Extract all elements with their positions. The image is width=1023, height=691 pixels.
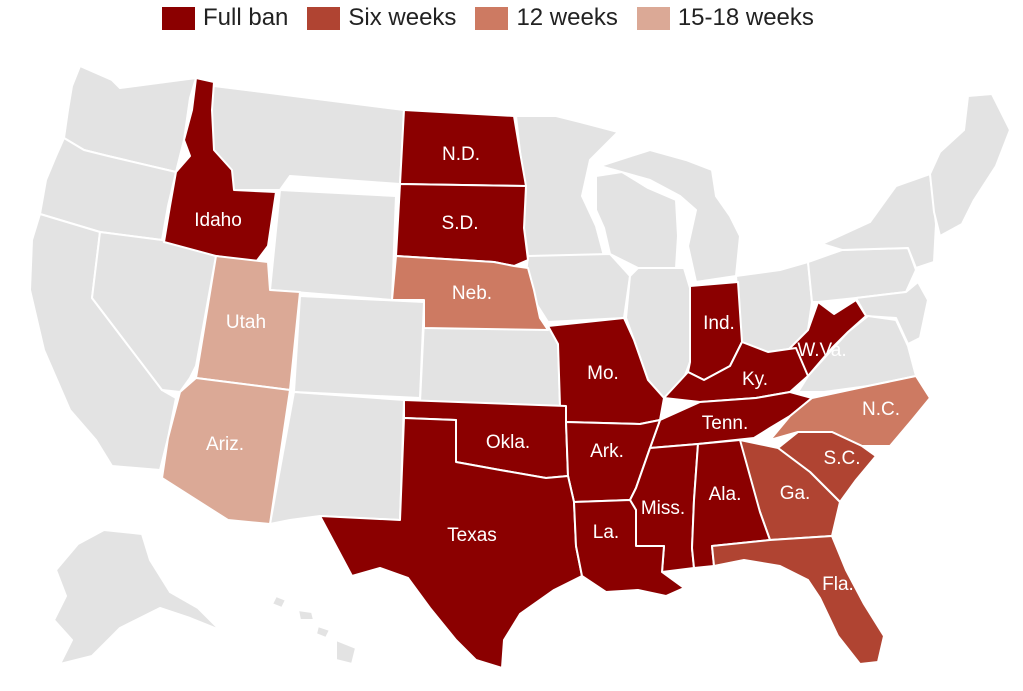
state-north-carolina: [769, 375, 931, 447]
state-florida: [711, 535, 885, 665]
background-states: [29, 65, 1011, 665]
legend-label-six-weeks: Six weeks: [348, 4, 457, 31]
label-georgia: Ga.: [780, 483, 811, 504]
legend: Full ban Six weeks 12 weeks 15-18 weeks: [162, 4, 833, 32]
state-new-england: [929, 93, 1011, 237]
state-michigan: [599, 149, 741, 283]
label-idaho: Idaho: [194, 210, 242, 231]
legend-item-15-18-weeks: 15-18 weeks: [636, 4, 814, 32]
state-hawaii: [271, 595, 357, 665]
legend-swatch-15-18-weeks: [636, 6, 670, 30]
label-north-carolina: N.C.: [862, 399, 900, 420]
label-utah: Utah: [226, 312, 266, 333]
state-montana: [203, 85, 405, 191]
legend-swatch-12-weeks: [475, 6, 509, 30]
state-north-dakota: [399, 109, 527, 187]
legend-label-15-18-weeks: 15-18 weeks: [677, 4, 814, 31]
legend-swatch-six-weeks: [307, 6, 341, 30]
state-louisiana: [573, 499, 685, 597]
legend-label-12-weeks: 12 weeks: [516, 4, 618, 31]
legend-item-six-weeks: Six weeks: [307, 4, 456, 32]
legend-item-full-ban: Full ban: [162, 4, 288, 32]
state-nebraska: [391, 255, 549, 331]
label-mississippi: Miss.: [641, 498, 685, 519]
state-arizona: [161, 377, 291, 525]
label-alabama: Ala.: [709, 484, 742, 505]
state-alaska: [53, 529, 221, 665]
restricted-states: [161, 77, 931, 669]
label-oklahoma: Okla.: [486, 432, 530, 453]
label-nebraska: Neb.: [452, 283, 492, 304]
legend-item-12-weeks: 12 weeks: [475, 4, 618, 32]
label-louisiana: La.: [593, 522, 619, 543]
label-south-carolina: S.C.: [824, 448, 861, 469]
legend-label-full-ban: Full ban: [203, 4, 289, 31]
label-arkansas: Ark.: [590, 441, 624, 462]
label-tennessee: Tenn.: [702, 413, 748, 434]
label-south-dakota: S.D.: [442, 213, 479, 234]
legend-swatch-full-ban: [162, 6, 195, 30]
state-wyoming: [269, 189, 397, 301]
label-kentucky: Ky.: [742, 369, 768, 390]
label-north-dakota: N.D.: [442, 144, 480, 165]
state-new-mexico: [269, 391, 405, 525]
state-colorado: [293, 295, 425, 399]
state-new-york: [821, 173, 937, 269]
state-labels: Idaho N.D. S.D. Neb. Utah Ariz. Mo. Ind.…: [194, 144, 900, 595]
label-indiana: Ind.: [703, 313, 735, 334]
state-kansas: [419, 319, 561, 407]
state-iowa: [525, 253, 631, 323]
label-florida: Fla.: [822, 574, 854, 595]
state-texas: [319, 417, 583, 669]
label-arizona: Ariz.: [206, 434, 244, 455]
label-west-virginia: W.Va.: [797, 340, 846, 361]
label-texas: Texas: [447, 525, 497, 546]
label-missouri: Mo.: [587, 363, 619, 384]
